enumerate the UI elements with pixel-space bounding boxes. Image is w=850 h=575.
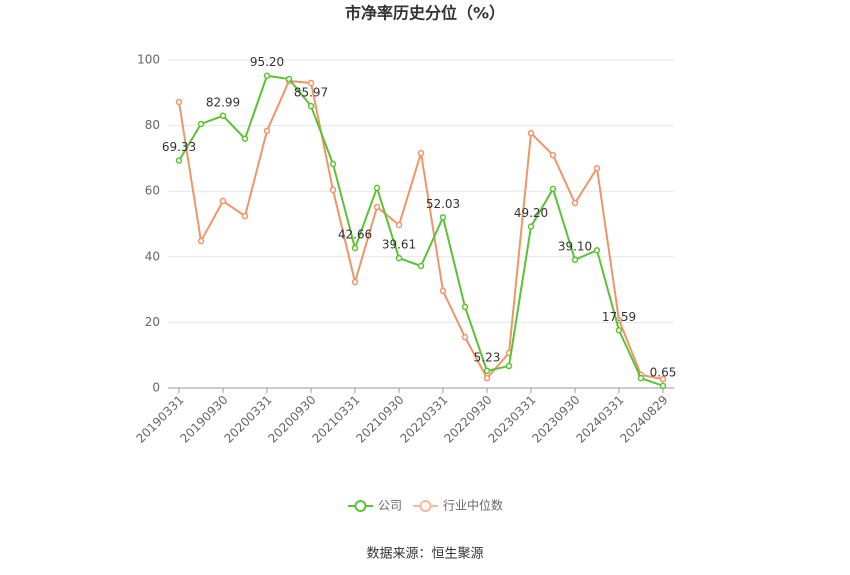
- data-label: 39.10: [558, 239, 592, 253]
- data-label: 52.03: [426, 197, 460, 211]
- data-point: [483, 374, 491, 382]
- y-tick-label: 60: [145, 184, 160, 198]
- data-point: [329, 186, 337, 194]
- data-point: [417, 149, 425, 157]
- data-point: [461, 303, 469, 311]
- data-point: [593, 246, 601, 254]
- data-point: [659, 382, 667, 390]
- data-point: [241, 135, 249, 142]
- series-line: [178, 74, 664, 387]
- x-tick-label: 20240829: [618, 393, 671, 446]
- data-label: 0.65: [650, 365, 677, 379]
- y-tick-label: 40: [145, 249, 160, 263]
- data-point: [329, 160, 337, 168]
- y-tick-label: 100: [137, 53, 160, 67]
- data-label: 5.23: [474, 350, 501, 364]
- data-point: [307, 102, 315, 110]
- data-point: [461, 333, 469, 341]
- data-point: [571, 256, 579, 264]
- data-point: [417, 262, 425, 270]
- data-point: [285, 75, 293, 83]
- data-point: [351, 278, 359, 286]
- data-point: [263, 72, 271, 79]
- data-point: [219, 197, 227, 205]
- data-point: [197, 120, 205, 128]
- data-point: [395, 221, 403, 229]
- legend-marker: [419, 500, 432, 512]
- data-point: [175, 98, 183, 106]
- data-label: 42.66: [338, 228, 372, 242]
- data-point: [549, 151, 557, 159]
- data-label: 85.97: [294, 86, 328, 100]
- data-point: [439, 287, 447, 295]
- data-point: [615, 327, 623, 334]
- y-tick-label: 20: [145, 315, 160, 329]
- data-point: [549, 185, 557, 193]
- legend-label: 行业中位数: [443, 498, 503, 513]
- data-point: [659, 375, 667, 383]
- source-note: 数据来源：恒生聚源: [366, 547, 483, 562]
- data-point: [505, 362, 513, 370]
- data-point: [483, 367, 491, 375]
- data-point: [527, 223, 535, 230]
- data-point: [373, 203, 381, 211]
- data-point: [351, 244, 359, 252]
- data-point: [373, 184, 381, 192]
- data-point: [527, 129, 535, 137]
- y-tick-label: 80: [145, 118, 160, 132]
- data-label: 82.99: [206, 95, 240, 109]
- chart-title: 市净率历史分位（%）: [345, 4, 505, 23]
- data-point: [241, 212, 249, 220]
- data-point: [175, 157, 183, 164]
- data-point: [571, 199, 579, 207]
- data-point: [593, 164, 601, 172]
- legend-label: 公司: [378, 499, 402, 513]
- data-point: [263, 127, 271, 135]
- data-label: 39.61: [382, 238, 416, 252]
- data-point: [395, 254, 403, 262]
- data-point: [439, 214, 447, 221]
- data-point: [219, 112, 227, 120]
- legend-marker: [354, 500, 367, 512]
- data-label: 17.59: [602, 310, 636, 324]
- y-tick-label: 0: [152, 381, 160, 395]
- data-point: [307, 79, 315, 87]
- data-point: [637, 374, 645, 382]
- data-point: [197, 237, 205, 245]
- data-label: 95.20: [250, 55, 284, 69]
- data-label: 69.33: [162, 140, 196, 154]
- data-label: 49.20: [514, 206, 548, 220]
